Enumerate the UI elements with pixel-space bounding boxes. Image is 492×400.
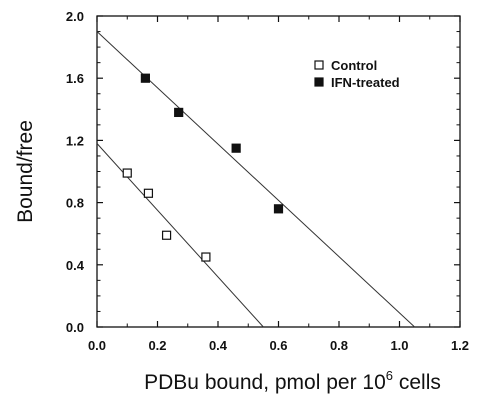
data-point	[231, 143, 241, 153]
y-tick-label: 0.0	[66, 320, 84, 335]
legend-label: Control	[331, 58, 377, 73]
y-tick-label: 1.2	[66, 133, 84, 148]
plot-frame	[96, 15, 461, 328]
x-tick-label: 0.8	[330, 338, 348, 353]
x-tick-label: 1.0	[390, 338, 408, 353]
y-tick-label: 0.4	[66, 258, 85, 273]
y-tick-label: 1.6	[66, 71, 84, 86]
y-axis-title: Bound/free	[14, 120, 37, 223]
x-tick-label: 0.2	[148, 338, 166, 353]
legend-marker	[314, 77, 324, 87]
x-tick-label: 0.0	[88, 338, 106, 353]
data-point	[143, 188, 154, 198]
data-points	[122, 73, 284, 262]
legend: Control IFN-treated	[314, 58, 400, 90]
axes	[96, 15, 461, 328]
legend-marker	[314, 60, 324, 70]
data-point	[140, 73, 150, 83]
tick-labels: 0.0 0.2 0.4 0.6 0.8 1.0 1.2 0.0 0.4 0.8 1.2 1.6 2.0	[66, 9, 469, 353]
data-point	[161, 230, 172, 240]
legend-label: IFN-treated	[331, 75, 400, 90]
data-point	[273, 204, 284, 214]
data-point	[174, 107, 184, 118]
x-axis-title: PDBu bound, pmol per 106 cells	[144, 368, 441, 394]
data-point	[122, 168, 132, 178]
x-tick-label: 1.2	[451, 338, 469, 353]
fit-line	[96, 143, 264, 328]
y-tick-label: 2.0	[66, 9, 84, 24]
data-point	[201, 252, 211, 262]
y-tick-label: 0.8	[66, 196, 84, 211]
x-tick-label: 0.4	[209, 338, 228, 353]
x-tick-label: 0.6	[269, 338, 287, 353]
